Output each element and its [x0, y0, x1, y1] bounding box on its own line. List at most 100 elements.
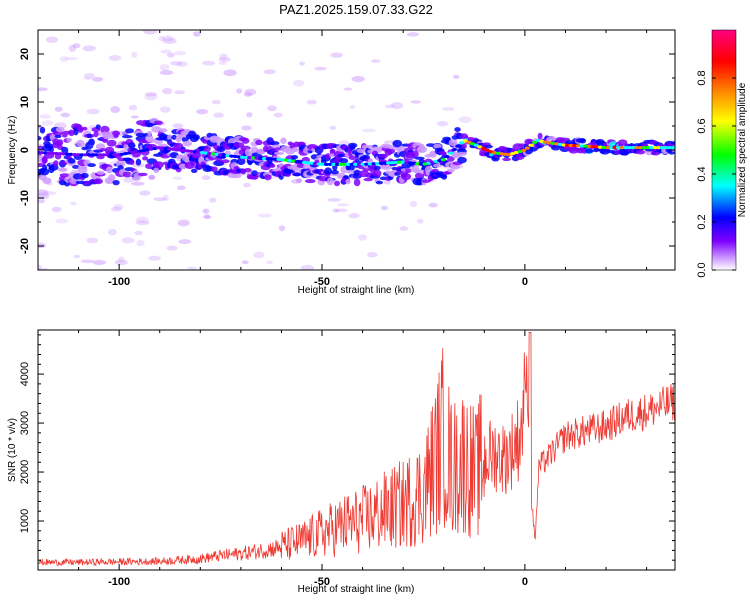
spectrogram-noise-blob — [172, 123, 184, 129]
spectrogram-core-blob — [349, 162, 355, 166]
spectrogram-noise-blob — [258, 213, 272, 218]
spectrogram-noise-blob — [162, 35, 174, 42]
spectrogram-band-blob — [87, 163, 96, 168]
spectrogram-noise-blob — [236, 88, 243, 94]
spectrogram-band-blob — [100, 125, 110, 134]
spectrogram-core-blob — [528, 143, 534, 147]
spectrogram-noise-blob — [243, 92, 253, 97]
spectrogram-core-blob — [656, 146, 662, 150]
spectrogram-band-blob — [347, 148, 353, 157]
spectrogram-core-blob — [108, 153, 114, 157]
spectrogram-band-blob — [334, 180, 341, 187]
spectrogram-noise-blob — [201, 60, 216, 66]
spectrogram-noise-blob — [166, 52, 175, 58]
spectrogram-core-blob — [112, 153, 118, 157]
spectrogram-core-blob — [455, 144, 461, 148]
spectrogram-band-blob — [578, 138, 587, 144]
spectrogram-noise-blob — [39, 114, 51, 119]
spectrogram-noise-blob — [159, 64, 170, 71]
spectrogram-noise-blob — [177, 219, 190, 227]
spectrogram-band-blob — [340, 165, 348, 174]
spectrogram-noise-blob — [436, 120, 449, 127]
spectrogram-band-blob — [86, 133, 93, 138]
spectrogram-band-blob — [456, 151, 468, 156]
spectrogram-band-blob — [147, 131, 153, 136]
spectrogram-noise-blob — [380, 205, 388, 211]
snr-x-axis-title: Height of straight line (km) — [298, 584, 415, 595]
spectrogram-band-blob — [353, 178, 361, 187]
spectrogram-noise-blob — [123, 177, 134, 183]
colorbar-tick-label: 0.0 — [696, 262, 708, 277]
spectrogram-noise-blob — [458, 116, 472, 123]
spectrogram-core-blob — [86, 153, 92, 157]
spectrogram-noise-blob — [201, 175, 211, 181]
spectrogram-band-blob — [182, 140, 193, 147]
spectrogram-noise-blob — [135, 216, 149, 224]
spectrogram-core-blob — [630, 146, 636, 150]
spectrogram-band-blob — [264, 174, 272, 181]
spectrogram-noise-blob — [130, 115, 139, 119]
spectrogram-core-blob — [473, 143, 479, 147]
spectrogram-noise-blob — [45, 36, 59, 43]
spectrogram-core-blob — [532, 140, 538, 144]
spectrogram-noise-blob — [148, 255, 161, 261]
spectrogram-band-blob — [42, 164, 48, 171]
spectrogram-band-blob — [461, 143, 467, 149]
spectrogram-band-blob — [401, 162, 412, 169]
spectrogram-band-blob — [329, 148, 336, 153]
spectrogram-band-blob — [250, 174, 259, 180]
spectrogram-band-blob — [502, 157, 512, 162]
spectrogram-band-blob — [414, 172, 425, 179]
spectrogram-noise-blob — [131, 51, 138, 58]
spectrogram-core-blob — [623, 146, 629, 150]
spectrogram-band-blob — [54, 134, 62, 139]
spectrogram-noise-blob — [38, 264, 42, 270]
spectrogram-core-blob — [353, 162, 359, 166]
spectrogram-core-blob — [97, 153, 103, 157]
spectrogram-noise-blob — [327, 198, 342, 202]
spectrogram-band-blob — [148, 138, 155, 143]
spectrogram-noise-blob — [362, 128, 376, 133]
spectrogram-core-blob — [648, 146, 655, 150]
spectrogram-core-blob — [331, 162, 337, 166]
spectrogram-noise-blob — [187, 266, 197, 270]
spectrogram-noise-blob — [399, 226, 409, 231]
spectrogram-noise-blob — [55, 218, 69, 224]
spectrogram-core-blob — [524, 146, 530, 150]
spectrogram-band-blob — [154, 120, 163, 126]
spectrogram-core-blob — [448, 151, 454, 155]
spectrogram-noise-blob — [121, 237, 135, 244]
spectrogram-band-blob — [296, 178, 303, 183]
spectrogram-band-blob — [233, 142, 245, 148]
spectrogram-band-blob — [255, 139, 263, 146]
spectrogram-band-blob — [192, 134, 200, 141]
spectrogram-band-blob — [484, 144, 493, 149]
spectrogram-band-blob — [392, 139, 403, 148]
spectrogram-band-blob — [271, 144, 283, 149]
spectrogram-noise-blob — [332, 208, 340, 213]
spectrogram-band-blob — [363, 177, 374, 182]
spectrogram-noise-blob — [218, 57, 231, 62]
spectrogram-noise-blob — [162, 37, 177, 45]
spectrogram-noise-blob — [162, 87, 173, 95]
spectrogram-core-blob — [612, 146, 618, 150]
snr-ticks: -100 -50 0 1000 2000 3000 4000 — [19, 330, 675, 588]
spectrogram-band-blob — [96, 170, 105, 175]
spectrogram-core-blob — [670, 146, 675, 150]
spectrogram-noise-blob — [176, 185, 186, 191]
spectrogram-band-blob — [77, 166, 88, 174]
spectrogram-core-blob — [605, 146, 611, 150]
spectrogram-band-blob — [343, 175, 349, 180]
spectrogram-x-tick-label: -100 — [108, 276, 130, 288]
spectrogram-band-blob — [243, 167, 252, 173]
spectrogram-band-blob — [121, 135, 133, 139]
spectrogram-band-blob — [128, 142, 136, 149]
spectrogram-noise-blob — [314, 66, 327, 71]
spectrogram-noise-blob — [41, 120, 54, 126]
spectrogram-core-blob — [521, 148, 527, 152]
spectrogram-core-blob — [75, 153, 81, 157]
spectrogram-band-blob — [38, 145, 44, 151]
spectrogram-noise-blob — [211, 99, 221, 105]
spectrogram-band-blob — [339, 158, 349, 164]
spectrogram-noise-blob — [246, 112, 253, 118]
